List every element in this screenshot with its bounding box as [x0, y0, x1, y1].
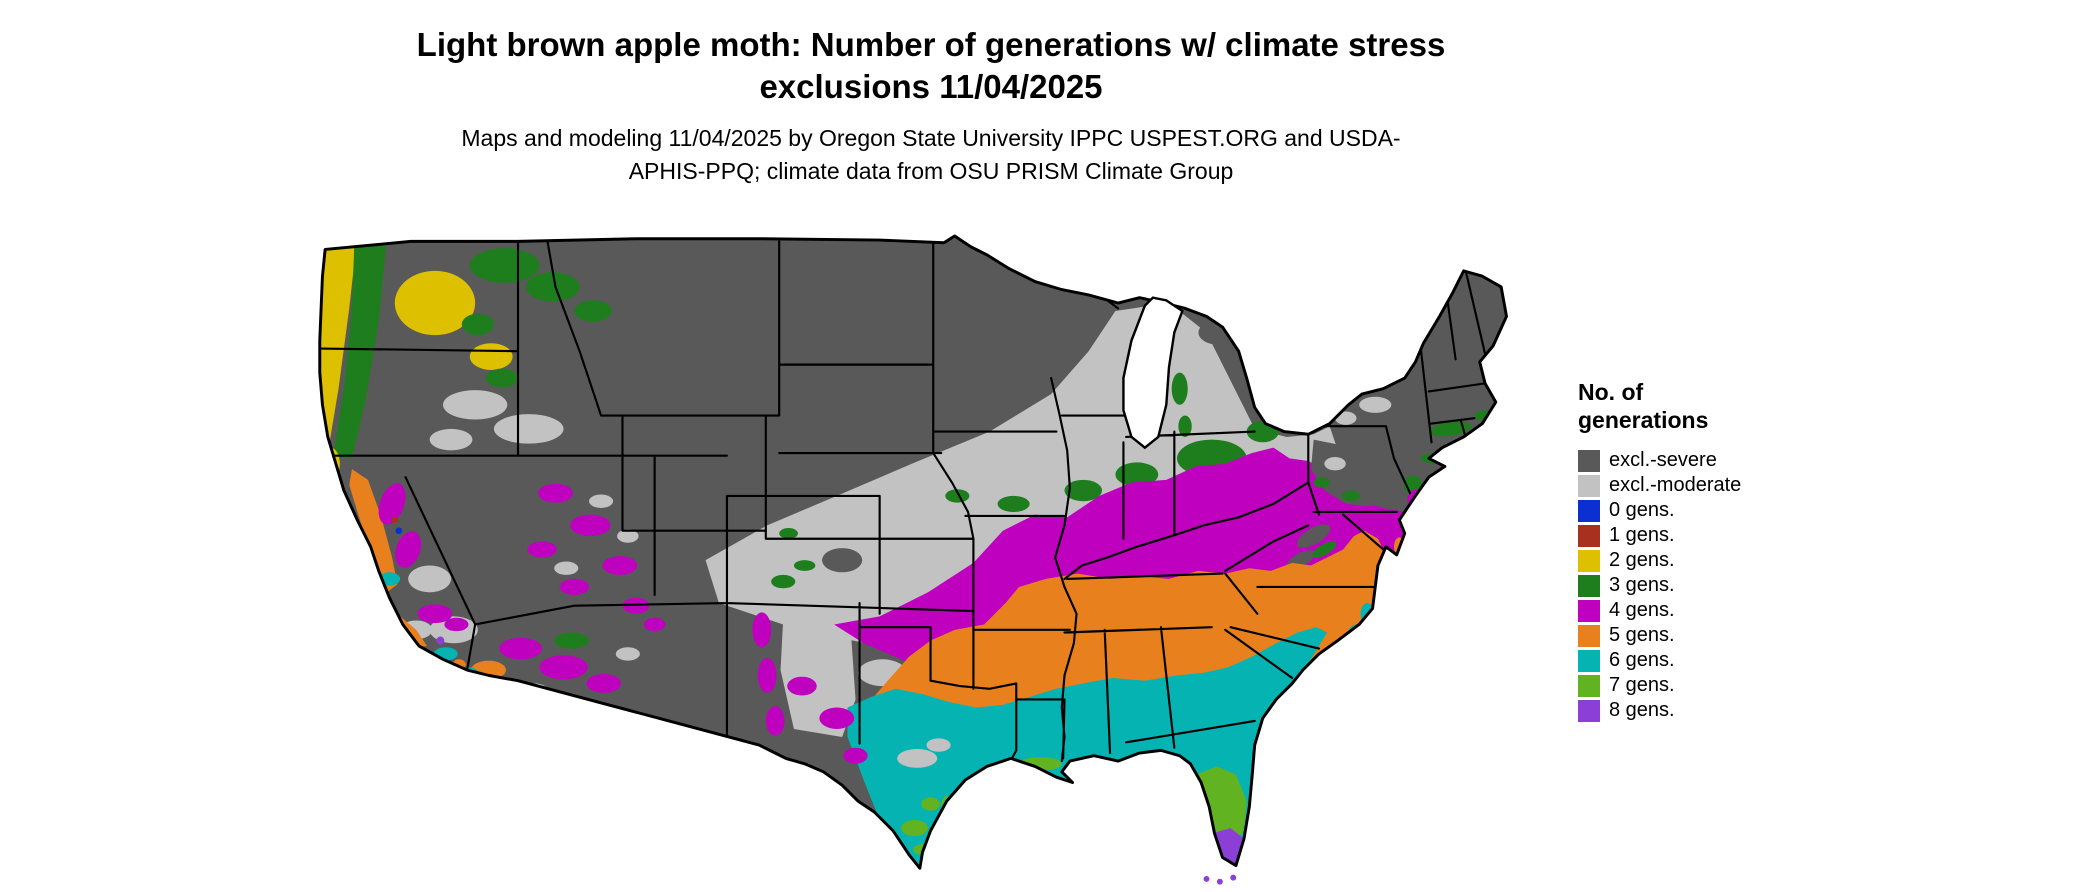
- state-borders: [320, 240, 1487, 787]
- legend-label: 3 gens.: [1609, 574, 1675, 597]
- legend-label: 0 gens.: [1609, 499, 1675, 522]
- us-map-svg: [318, 234, 1508, 885]
- map-fill-layers: [319, 236, 1507, 869]
- legend-row-excl-moderate: excl.-moderate: [1578, 473, 1818, 498]
- legend-label: 7 gens.: [1609, 674, 1675, 697]
- title-block: Light brown apple moth: Number of genera…: [0, 24, 1862, 108]
- florida-keys: [1203, 874, 1237, 885]
- legend-row-5-gens: 5 gens.: [1578, 623, 1818, 648]
- legend-swatch-excl-severe: [1578, 449, 1600, 472]
- legend-swatch-6-gens: [1578, 649, 1600, 672]
- map-subtitle: Maps and modeling 11/04/2025 by Oregon S…: [461, 125, 1401, 185]
- legend-label: 2 gens.: [1609, 549, 1675, 572]
- legend-row-2-gens: 2 gens.: [1578, 548, 1818, 573]
- lake-michigan: [1122, 296, 1184, 450]
- legend-swatch-4-gens: [1578, 599, 1600, 622]
- legend-swatch-2-gens: [1578, 549, 1600, 572]
- legend-row-3-gens: 3 gens.: [1578, 573, 1818, 598]
- legend-row-1-gens: 1 gens.: [1578, 523, 1818, 548]
- subtitle-block: Maps and modeling 11/04/2025 by Oregon S…: [0, 122, 1862, 189]
- legend-row-excl-severe: excl.-severe: [1578, 448, 1818, 473]
- legend-swatch-0-gens: [1578, 499, 1600, 522]
- region-co-gray: [822, 548, 863, 573]
- legend-swatch-3-gens: [1578, 574, 1600, 597]
- legend-label: excl.-severe: [1609, 449, 1717, 472]
- legend-label: 5 gens.: [1609, 624, 1675, 647]
- legend-swatch-1-gens: [1578, 524, 1600, 547]
- legend: No. of generations excl.-severe excl.-mo…: [1578, 378, 1818, 723]
- legend-items: excl.-severe excl.-moderate 0 gens. 1 ge…: [1578, 448, 1818, 723]
- legend-swatch-7-gens: [1578, 674, 1600, 697]
- legend-swatch-5-gens: [1578, 624, 1600, 647]
- legend-row-8-gens: 8 gens.: [1578, 698, 1818, 723]
- legend-row-7-gens: 7 gens.: [1578, 673, 1818, 698]
- legend-swatch-excl-moderate: [1578, 474, 1600, 497]
- legend-row-6-gens: 6 gens.: [1578, 648, 1818, 673]
- legend-label: 4 gens.: [1609, 599, 1675, 622]
- legend-row-0-gens: 0 gens.: [1578, 498, 1818, 523]
- legend-swatch-8-gens: [1578, 699, 1600, 722]
- legend-row-4-gens: 4 gens.: [1578, 598, 1818, 623]
- us-outline: [318, 234, 1508, 870]
- legend-label: 8 gens.: [1609, 699, 1675, 722]
- map-title: Light brown apple moth: Number of genera…: [416, 26, 1446, 106]
- us-generations-map: [317, 228, 1520, 887]
- legend-label: 6 gens.: [1609, 649, 1675, 672]
- legend-label: excl.-moderate: [1609, 474, 1742, 497]
- legend-label: 1 gens.: [1609, 524, 1675, 547]
- legend-title: No. of generations: [1578, 379, 1709, 434]
